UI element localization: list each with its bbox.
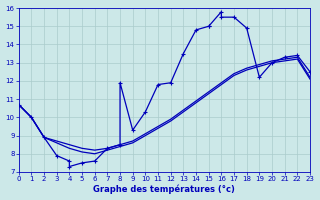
X-axis label: Graphe des températures (°c): Graphe des températures (°c) <box>93 185 235 194</box>
